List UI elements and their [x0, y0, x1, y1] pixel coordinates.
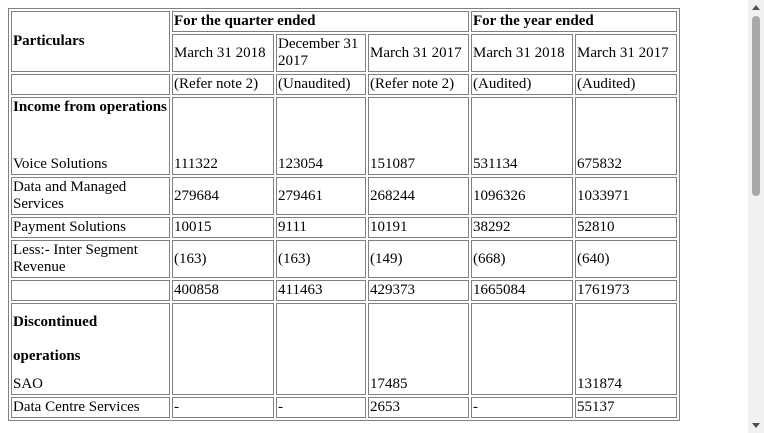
section-heading: Income from operations: [13, 99, 167, 115]
empty-cell: [11, 74, 170, 95]
scroll-up[interactable]: [752, 5, 760, 10]
value-cell: 17485: [368, 303, 470, 395]
data-row: Less:- Inter Segment Revenue (163) (163) (1…: [11, 240, 678, 278]
label-cell: Data and Managed Services: [11, 177, 170, 215]
date-cell: March 31 2017: [575, 34, 678, 72]
note-row: (Refer note 2) (Unaudited) (Refer note 2)(…: [11, 74, 678, 95]
value-cell: 131874: [575, 303, 678, 395]
note-cell: (Refer note 2): [172, 74, 274, 95]
value-cell: (668): [471, 240, 574, 278]
value-cell: 1033971: [575, 177, 678, 215]
label-cell: Data Centre Services: [11, 397, 170, 418]
value-cell: 151087: [368, 97, 470, 175]
value-cell: 52810: [575, 217, 678, 238]
date-row: March 31 2018 December 31 2017 March 31 20…: [11, 34, 678, 72]
label-stack: Discontinued operations SAO: [13, 305, 168, 393]
date-cell: March 31 2017: [368, 34, 470, 72]
empty-cell: [172, 303, 274, 395]
header-cell: For the year ended: [471, 11, 678, 32]
value-cell: 10191: [368, 217, 470, 238]
value-cell: 675832: [575, 97, 678, 175]
financial-table: Particulars For the quarter ended For th…: [8, 8, 681, 421]
value-cell: -: [172, 397, 274, 418]
value-cell: 38292: [471, 217, 574, 238]
label-stack: Income from operations Voice Solutions: [13, 99, 168, 173]
value-cell: 279684: [172, 177, 274, 215]
value-cell: (640): [575, 240, 678, 278]
value-cell: 111322: [172, 97, 274, 175]
note-cell: (Refer note 2): [368, 74, 470, 95]
date-cell: December 31 2017: [276, 34, 366, 72]
data-row: 400858 411463 429373 1665084 1761973: [11, 280, 678, 301]
label-cell: Discontinued operations SAO: [11, 303, 170, 395]
date-cell: March 31 2018: [172, 34, 274, 72]
data-row: Discontinued operations SAO 17485 131874: [11, 303, 678, 395]
value-cell: 400858: [172, 280, 274, 301]
value-cell: 10015: [172, 217, 274, 238]
value-cell: 55137: [575, 397, 678, 418]
label-cell: Less:- Inter Segment Revenue: [11, 240, 170, 278]
data-row: Data Centre Services - -2653-55137: [11, 397, 678, 418]
data-row: Payment Solutions 10015 9111 10191 38292 5281…: [11, 217, 678, 238]
value-cell: 268244: [368, 177, 470, 215]
value-cell: 123054: [276, 97, 366, 175]
value-cell: 531134: [471, 97, 574, 175]
label-cell: Income from operations Voice Solutions: [11, 97, 170, 175]
value-cell: 2653: [368, 397, 470, 418]
scrollbar-thumb[interactable]: [752, 16, 760, 196]
value-cell: 429373: [368, 280, 470, 301]
data-row: Income from operations Voice Solutions 111…: [11, 97, 678, 175]
value-cell: 279461: [276, 177, 366, 215]
value-cell: 1096326: [471, 177, 574, 215]
section-heading: Discontinued operations: [13, 314, 98, 364]
empty-cell: [471, 303, 574, 395]
scrollbar-arrows: [752, 5, 760, 428]
value-cell: 411463: [276, 280, 366, 301]
value-cell: (163): [276, 240, 366, 278]
value-cell: 9111: [276, 217, 366, 238]
row-label: SAO: [13, 376, 44, 392]
scrollbar[interactable]: [748, 0, 764, 433]
note-cell: (Unaudited): [276, 74, 366, 95]
value-cell: -: [276, 397, 366, 418]
note-cell: (Audited): [471, 74, 574, 95]
data-row: Data and Managed Services 279684 279461 268…: [11, 177, 678, 215]
label-cell: [11, 280, 170, 301]
row-label: Voice Solutions: [13, 156, 108, 172]
value-cell: 1761973: [575, 280, 678, 301]
note-cell: (Audited): [575, 74, 678, 95]
scroll-down[interactable]: [752, 423, 760, 428]
value-cell: -: [471, 397, 574, 418]
header-cell: Particulars: [11, 11, 170, 72]
value-cell: 1665084: [471, 280, 574, 301]
header-cell: For the quarter ended: [172, 11, 470, 32]
header-row: Particulars For the quarter ended For th…: [11, 11, 678, 72]
value-cell: (163): [172, 240, 274, 278]
value-cell: (149): [368, 240, 470, 278]
label-cell: Payment Solutions: [11, 217, 170, 238]
empty-cell: [276, 303, 366, 395]
date-cell: March 31 2018: [471, 34, 574, 72]
